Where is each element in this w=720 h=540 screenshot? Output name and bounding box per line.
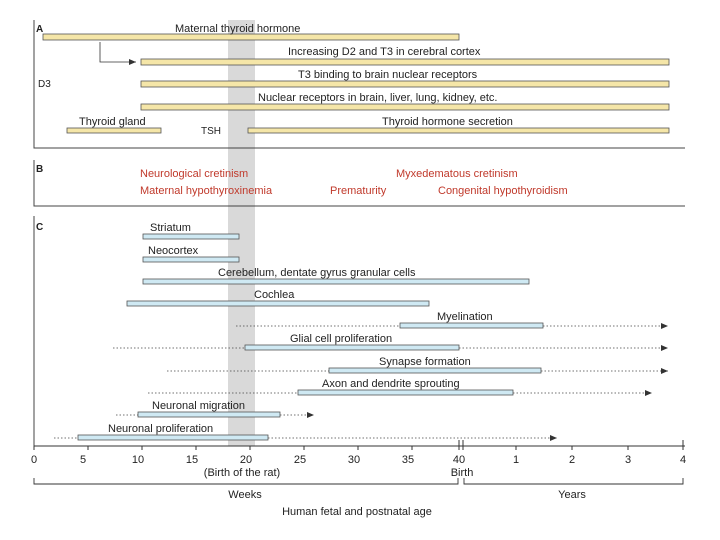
bar-thyroid-gland <box>66 127 162 134</box>
bar-axon-dendrite-sprouting <box>297 389 514 396</box>
disorder-congenital-hypothyroidism: Congenital hypothyroidism <box>438 185 568 197</box>
weeks-bracket <box>33 478 459 485</box>
bar-maternal-thyroid-hormone <box>42 33 460 41</box>
disorder-maternal-hypothyroxinemia: Maternal hypothyroxinemia <box>140 185 273 197</box>
bar-neuronal-migration <box>137 411 281 418</box>
birth-label: Birth <box>451 467 474 479</box>
bar-label-increasing-d2-t3: Increasing D2 and T3 in cerebral cortex <box>288 46 481 58</box>
bar-label-nuclear-receptors: Nuclear receptors in brain, liver, lung,… <box>258 92 497 104</box>
bar-label-axon-dendrite-sprouting: Axon and dendrite sprouting <box>322 378 460 390</box>
bar-label-striatum: Striatum <box>150 222 191 234</box>
bar-nuclear-receptors <box>140 103 670 111</box>
bar-label-synapse-formation: Synapse formation <box>379 356 471 368</box>
tick-year-3: 3 <box>625 454 631 466</box>
bar-cochlea <box>126 300 430 307</box>
panel-b: B Neurological cretinism Myxedematous cr… <box>36 164 568 197</box>
panel-a: A Maternal thyroid hormone Increasing D2… <box>36 23 670 137</box>
panel-frames <box>33 20 685 446</box>
tick-week-0: 0 <box>31 454 37 466</box>
tick-week-30: 30 <box>348 454 360 466</box>
tick-year-4: 4 <box>680 454 686 466</box>
panel-c: C Striatum Neocortex Cerebellum, dentate… <box>36 222 668 441</box>
bar-label-neuronal-proliferation: Neuronal proliferation <box>108 423 213 435</box>
years-label: Years <box>558 489 586 501</box>
bar-t3-binding <box>140 80 670 88</box>
tick-year-2: 2 <box>569 454 575 466</box>
bar-synapse-formation <box>328 367 542 374</box>
tick-year-1: 1 <box>513 454 519 466</box>
tick-week-5: 5 <box>80 454 86 466</box>
dotted-extensions <box>54 323 668 441</box>
axis-title: Human fetal and postnatal age <box>282 506 432 518</box>
bar-neuronal-proliferation <box>77 434 269 441</box>
bar-cerebellum <box>142 278 530 285</box>
bar-label-t3-binding: T3 binding to brain nuclear receptors <box>298 69 478 81</box>
tsh-label: TSH <box>201 126 221 137</box>
bar-label-cerebellum: Cerebellum, dentate gyrus granular cells <box>218 267 416 279</box>
connector-arrow <box>99 42 136 65</box>
disorder-neurological-cretinism: Neurological cretinism <box>140 168 248 180</box>
years-bracket <box>463 478 684 485</box>
bar-myelination <box>399 322 544 329</box>
x-axis: 0 5 10 15 20 25 30 35 40 1 2 3 4 (Birth … <box>31 440 686 518</box>
bar-striatum <box>142 233 240 240</box>
tick-week-10: 10 <box>132 454 144 466</box>
bar-label-cochlea: Cochlea <box>254 289 295 301</box>
bar-thyroid-hormone-secretion <box>247 127 670 134</box>
bar-label-neocortex: Neocortex <box>148 245 199 257</box>
tick-week-25: 25 <box>294 454 306 466</box>
bar-label-glial-cell-proliferation: Glial cell proliferation <box>290 333 392 345</box>
tick-week-20: 20 <box>240 454 252 466</box>
bar-glial-cell-proliferation <box>244 344 460 351</box>
tick-week-35: 35 <box>402 454 414 466</box>
tick-week-40: 40 <box>453 454 465 466</box>
bar-label-maternal-thyroid-hormone: Maternal thyroid hormone <box>175 23 300 35</box>
tick-week-15: 15 <box>186 454 198 466</box>
d3-label: D3 <box>38 79 51 90</box>
panel-a-label: A <box>36 24 43 35</box>
bar-label-thyroid-hormone-secretion: Thyroid hormone secretion <box>382 116 513 128</box>
disorder-prematurity: Prematurity <box>330 185 387 197</box>
bar-label-neuronal-migration: Neuronal migration <box>152 400 245 412</box>
birth-of-rat-band <box>228 20 255 446</box>
weeks-label: Weeks <box>228 489 262 501</box>
bar-label-thyroid-gland: Thyroid gland <box>79 116 146 128</box>
bar-increasing-d2-t3 <box>140 58 670 66</box>
birth-of-rat-label: (Birth of the rat) <box>204 467 280 479</box>
panel-b-label: B <box>36 164 43 175</box>
bar-label-myelination: Myelination <box>437 311 493 323</box>
bar-neocortex <box>142 256 240 263</box>
panel-c-label: C <box>36 222 43 233</box>
disorder-myxedematous-cretinism: Myxedematous cretinism <box>396 168 518 180</box>
